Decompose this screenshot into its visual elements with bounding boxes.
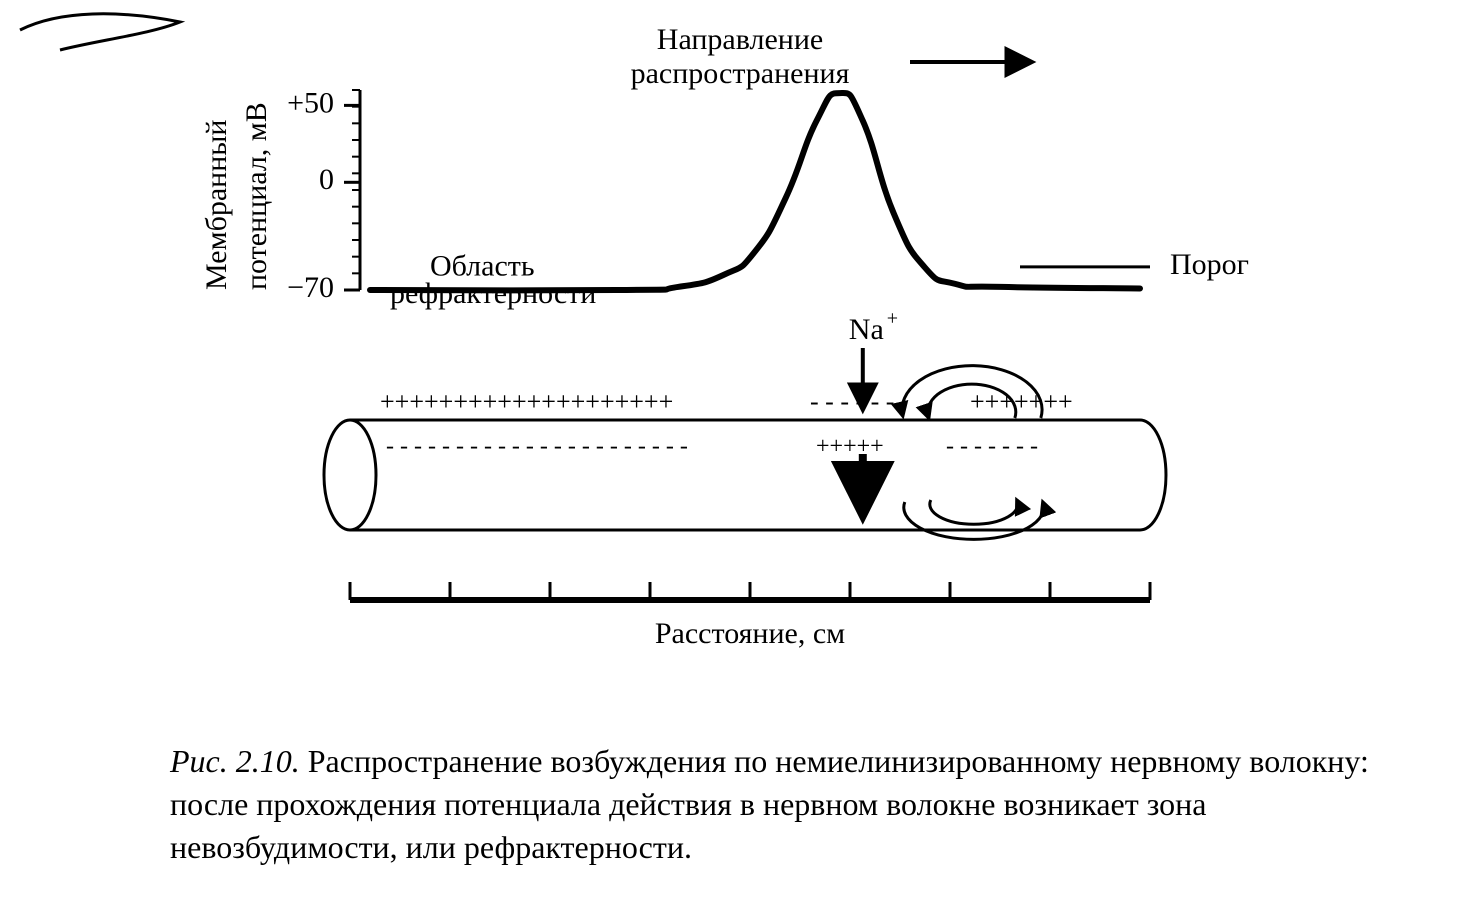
y-tick-label: 0 [319, 163, 334, 196]
y-axis-label-line2: потенциал, мВ [240, 102, 274, 290]
refractory-label-2: рефрактерности [390, 277, 596, 310]
top-charges-left: ++++++++++++++++++++ [380, 387, 673, 416]
x-axis-label: Расстояние, см [655, 617, 845, 650]
y-tick-label: +50 [287, 86, 334, 119]
figure-number: Рис. 2.10. [170, 743, 300, 779]
loop-bot-inner [930, 500, 1018, 524]
figure-caption: Рис. 2.10. Распространение возбуждения п… [170, 740, 1370, 870]
inner-dashes: - - - - - - - [946, 434, 1038, 460]
scan-mark [20, 14, 180, 50]
loop-bot-outer [904, 502, 1044, 539]
threshold-label: Порог [1170, 248, 1249, 281]
y-tick-label: −70 [287, 271, 334, 304]
fiber-right-cap [1140, 420, 1166, 530]
na-superscript: + [887, 308, 898, 330]
figure-svg: +500−70ПорогНаправлениераспространенияОб… [0, 0, 1462, 720]
inner-plus: +++++ [816, 434, 884, 460]
na-label: Na [849, 313, 884, 346]
top-charges-gap: - - - - - - [810, 387, 894, 416]
caption-text: Распространение возбуждения по немиелини… [170, 743, 1369, 865]
direction-label-2: распространения [631, 57, 850, 90]
direction-label-1: Направление [657, 23, 823, 56]
inner-dashes: - - - - - - - - - - - - - - - - - - - - … [386, 434, 688, 460]
y-axis-label-line1: Мембранный [200, 120, 234, 290]
fiber-left-cap [324, 420, 376, 530]
top-charges-right: +++++++ [970, 387, 1073, 416]
